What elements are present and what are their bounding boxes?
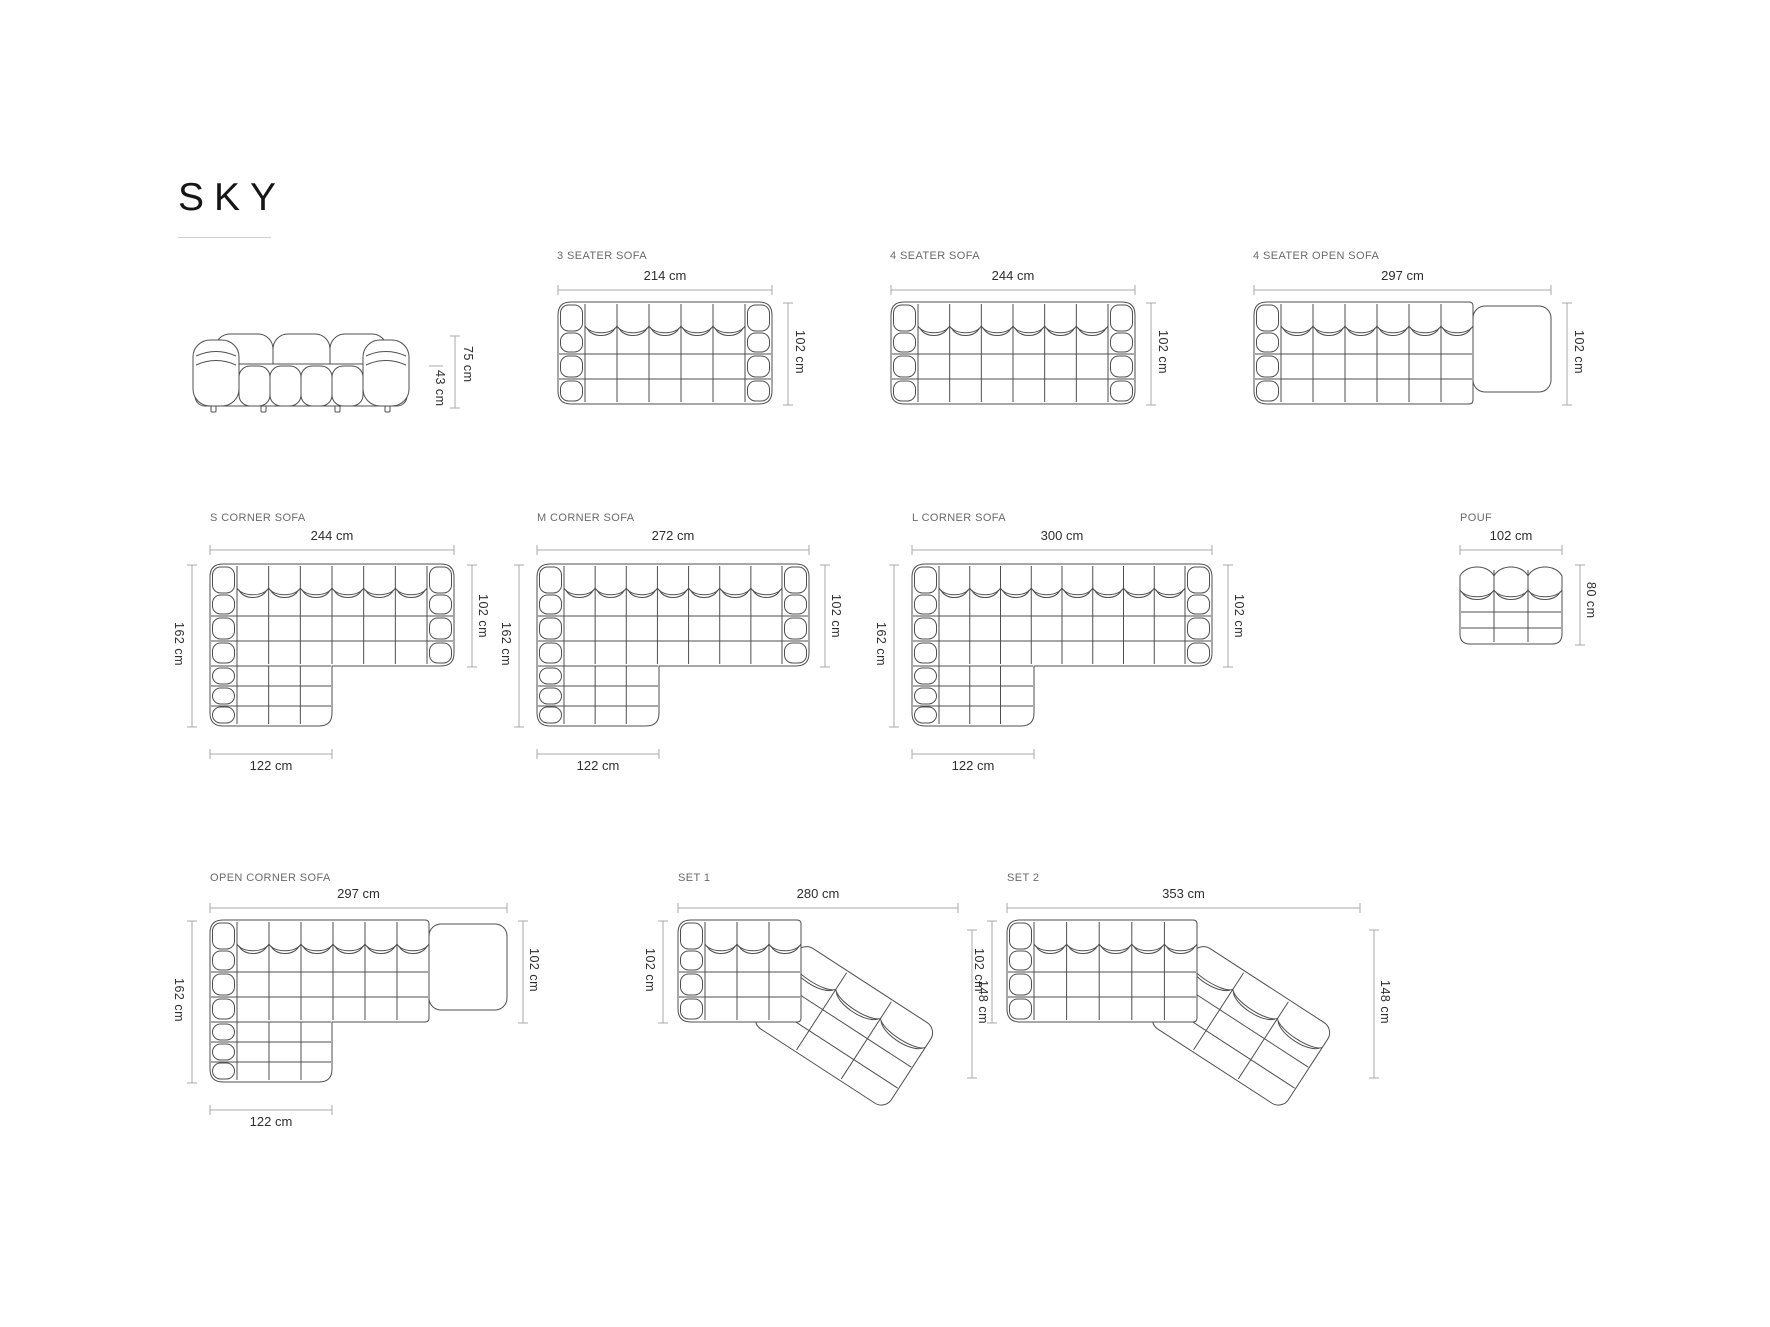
diagram-pouf: POUF 102 cm 80 cm xyxy=(1458,510,1623,685)
s-corner-top-view-drawing xyxy=(187,545,477,759)
chaise-width-dimension: 122 cm xyxy=(951,758,995,773)
depth-dimension: 102 cm xyxy=(527,948,541,992)
width-dimension: 353 cm xyxy=(1162,886,1205,901)
four-seater-open-top-view-drawing xyxy=(1253,285,1572,406)
front-elevation-drawing xyxy=(192,333,460,413)
depth-dimension: 102 cm xyxy=(476,594,490,638)
set-1-top-view-drawing xyxy=(658,903,977,1106)
diagram-front-elevation: 75 cm 43 cm xyxy=(185,296,495,426)
depth-dimension: 102 cm xyxy=(1572,330,1586,374)
depth-dimension: 102 cm xyxy=(643,948,657,992)
width-dimension: 214 cm xyxy=(643,268,687,283)
four-seater-top-view-drawing xyxy=(890,285,1156,406)
width-dimension: 272 cm xyxy=(651,528,695,543)
total-depth-dimension: 162 cm xyxy=(172,622,186,666)
diagram-title: L CORNER SOFA xyxy=(912,512,1007,524)
depth-dimension: 102 cm xyxy=(972,948,986,992)
diagram-l-corner-sofa: L CORNER SOFA 300 cm 162 cm 102 cm 122 c… xyxy=(866,510,1266,810)
pouf-top-view-drawing xyxy=(1459,545,1585,646)
set-2-top-view-drawing xyxy=(987,903,1379,1106)
width-dimension: 280 cm xyxy=(796,886,840,901)
total-depth-dimension: 162 cm xyxy=(874,622,888,666)
diagram-title: SET 1 xyxy=(678,872,711,884)
m-corner-top-view-drawing xyxy=(514,545,830,759)
depth-dimension: 102 cm xyxy=(1232,594,1246,638)
diagram-set-2: SET 2 353 cm 102 cm 148 cm xyxy=(971,872,1395,1132)
seat-height-dimension: 43 cm xyxy=(433,370,447,407)
diagram-4-seater-sofa: 4 SEATER SOFA 244 cm 102 cm xyxy=(890,248,1210,463)
total-depth-dimension: 148 cm xyxy=(1378,980,1392,1024)
width-dimension: 297 cm xyxy=(1381,268,1424,283)
total-depth-dimension: 148 cm xyxy=(976,980,990,1024)
open-corner-top-view-drawing xyxy=(187,903,528,1115)
width-dimension: 300 cm xyxy=(1040,528,1084,543)
depth-dimension: 102 cm xyxy=(829,594,843,638)
diagram-open-corner-sofa: OPEN CORNER SOFA 297 cm 162 cm 102 cm 12… xyxy=(164,872,554,1172)
chaise-width-dimension: 122 cm xyxy=(576,758,620,773)
depth-dimension: 80 cm xyxy=(1584,582,1598,619)
diagram-title: 3 SEATER SOFA xyxy=(557,250,647,262)
width-dimension: 244 cm xyxy=(991,268,1035,283)
chaise-width-dimension: 122 cm xyxy=(249,1114,293,1129)
total-depth-dimension: 162 cm xyxy=(499,622,513,666)
diagram-set-1: SET 1 280 cm 102 cm 148 cm xyxy=(641,872,1005,1132)
diagram-title: 4 SEATER SOFA xyxy=(890,250,980,262)
collection-title: SKY xyxy=(178,176,287,219)
diagram-3-seater-sofa: 3 SEATER SOFA 214 cm 102 cm xyxy=(557,248,847,463)
three-seater-top-view-drawing xyxy=(557,285,793,406)
diagram-title: SET 2 xyxy=(1007,872,1040,884)
width-dimension: 244 cm xyxy=(310,528,354,543)
diagram-title: 4 SEATER OPEN SOFA xyxy=(1253,250,1380,262)
diagram-s-corner-sofa: S CORNER SOFA 244 cm 162 cm 102 cm 122 c… xyxy=(164,510,504,810)
diagram-m-corner-sofa: M CORNER SOFA 272 cm 162 cm 102 cm 122 c… xyxy=(491,510,863,810)
width-dimension: 297 cm xyxy=(337,886,380,901)
diagram-4-seater-open-sofa: 4 SEATER OPEN SOFA 297 cm 102 cm xyxy=(1253,248,1618,463)
diagram-title: POUF xyxy=(1460,512,1493,524)
diagram-title: M CORNER SOFA xyxy=(537,512,635,524)
chaise-width-dimension: 122 cm xyxy=(249,758,293,773)
depth-dimension: 102 cm xyxy=(1156,330,1170,374)
diagram-title: OPEN CORNER SOFA xyxy=(210,872,331,884)
total-depth-dimension: 162 cm xyxy=(172,978,186,1022)
title-underline xyxy=(178,237,271,238)
height-dimension: 75 cm xyxy=(461,346,475,383)
depth-dimension: 102 cm xyxy=(793,330,807,374)
l-corner-top-view-drawing xyxy=(889,545,1233,759)
diagram-title: S CORNER SOFA xyxy=(210,512,306,524)
width-dimension: 102 cm xyxy=(1489,528,1533,543)
